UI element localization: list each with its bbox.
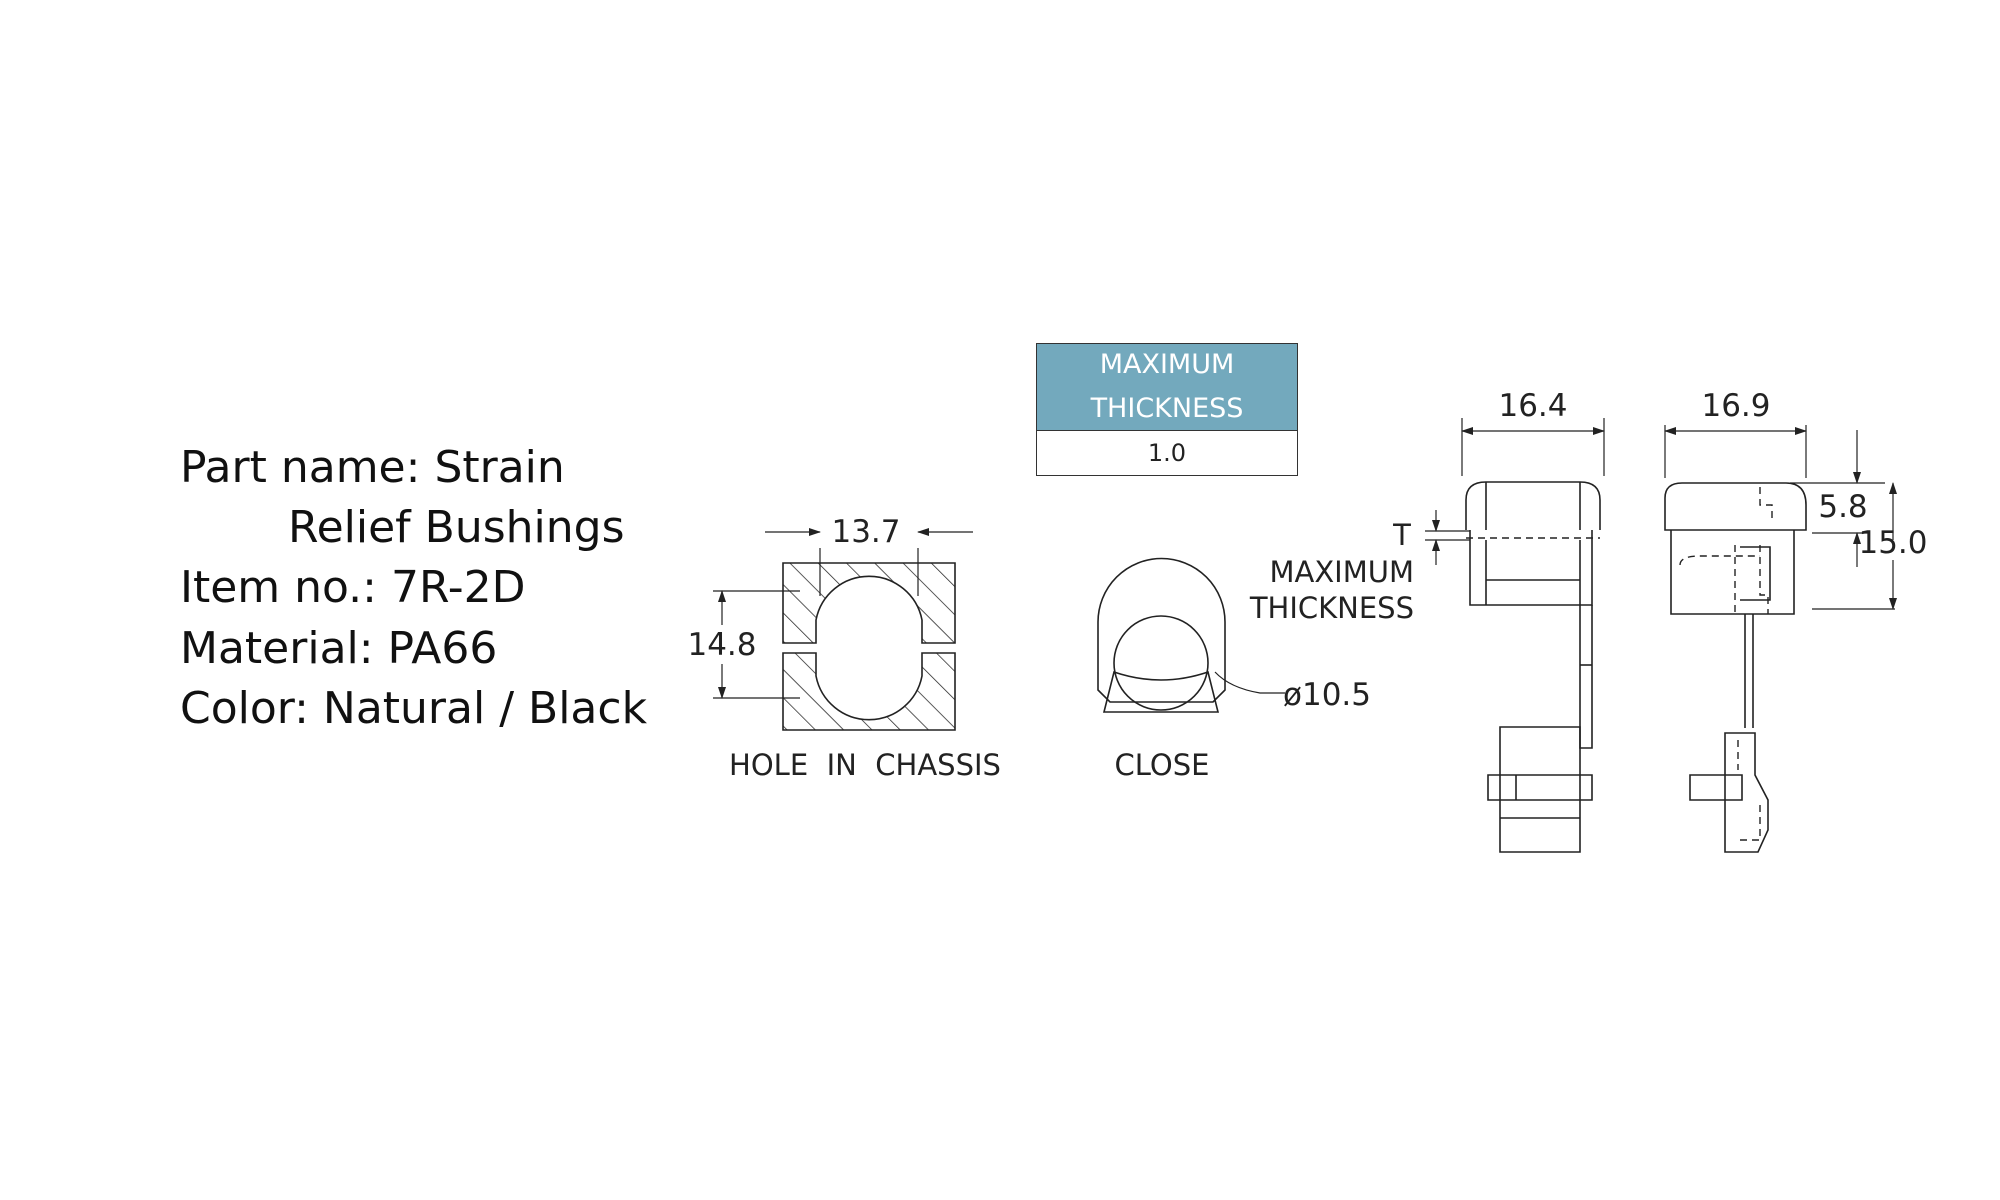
close-view: ø10.5 CLOSE <box>1097 557 1371 782</box>
close-outer-ring <box>1097 557 1226 703</box>
hole-in-chassis-view: 13.7 14.8 HOLE IN CHASSIS <box>687 514 1000 782</box>
spec-part-name-cont: Relief Bushings <box>288 502 625 553</box>
side-b-body <box>1670 530 1795 615</box>
spec-item-no: Item no.: 7R-2D <box>180 562 526 613</box>
thickness-header-line2: THICKNESS <box>1090 393 1244 424</box>
close-caption: CLOSE <box>1115 748 1210 782</box>
side-b-cap <box>1664 482 1807 531</box>
thickness-table-value: 1.0 <box>1037 430 1297 475</box>
spec-color: Color: Natural / Black <box>180 683 648 734</box>
side-view-a: 16.4 T MAXIMUM THICKNESS <box>1249 388 1605 853</box>
spec-part-name: Part name: Strain <box>180 442 565 493</box>
side-view-b: 16.9 5.8 15.0 <box>1664 388 1928 853</box>
close-diameter-dim: ø10.5 <box>1283 677 1371 713</box>
thickness-header-line1: MAXIMUM <box>1099 349 1235 380</box>
side-a-max-line2: THICKNESS <box>1249 591 1414 625</box>
side-a-width-dim: 16.4 <box>1498 388 1567 424</box>
side-b-cap-dim: 5.8 <box>1818 489 1867 525</box>
thickness-table: MAXIMUM THICKNESS 1.0 <box>1036 343 1298 476</box>
hole-width-dim: 13.7 <box>831 514 900 550</box>
side-a-strap <box>1579 605 1593 749</box>
side-a-t-label: T <box>1392 518 1411 552</box>
side-b-height-dim: 15.0 <box>1858 525 1927 561</box>
thickness-table-header: MAXIMUM THICKNESS <box>1037 344 1297 430</box>
hole-caption: HOLE IN CHASSIS <box>729 748 1001 782</box>
side-b-clip <box>1724 732 1769 853</box>
hole-height-dim: 14.8 <box>687 627 756 663</box>
side-b-strap <box>1744 614 1754 728</box>
side-a-clip <box>1499 726 1581 853</box>
side-a-body <box>1469 530 1593 606</box>
spec-material: Material: PA66 <box>180 623 498 674</box>
side-a-max-line1: MAXIMUM <box>1269 555 1414 589</box>
side-a-cap <box>1465 481 1601 530</box>
close-inner-bore <box>1113 615 1209 711</box>
chassis-plate-top <box>782 562 956 644</box>
close-clip-tab <box>1102 670 1220 713</box>
side-b-width-dim: 16.9 <box>1701 388 1770 424</box>
chassis-plate-bottom <box>782 652 956 731</box>
